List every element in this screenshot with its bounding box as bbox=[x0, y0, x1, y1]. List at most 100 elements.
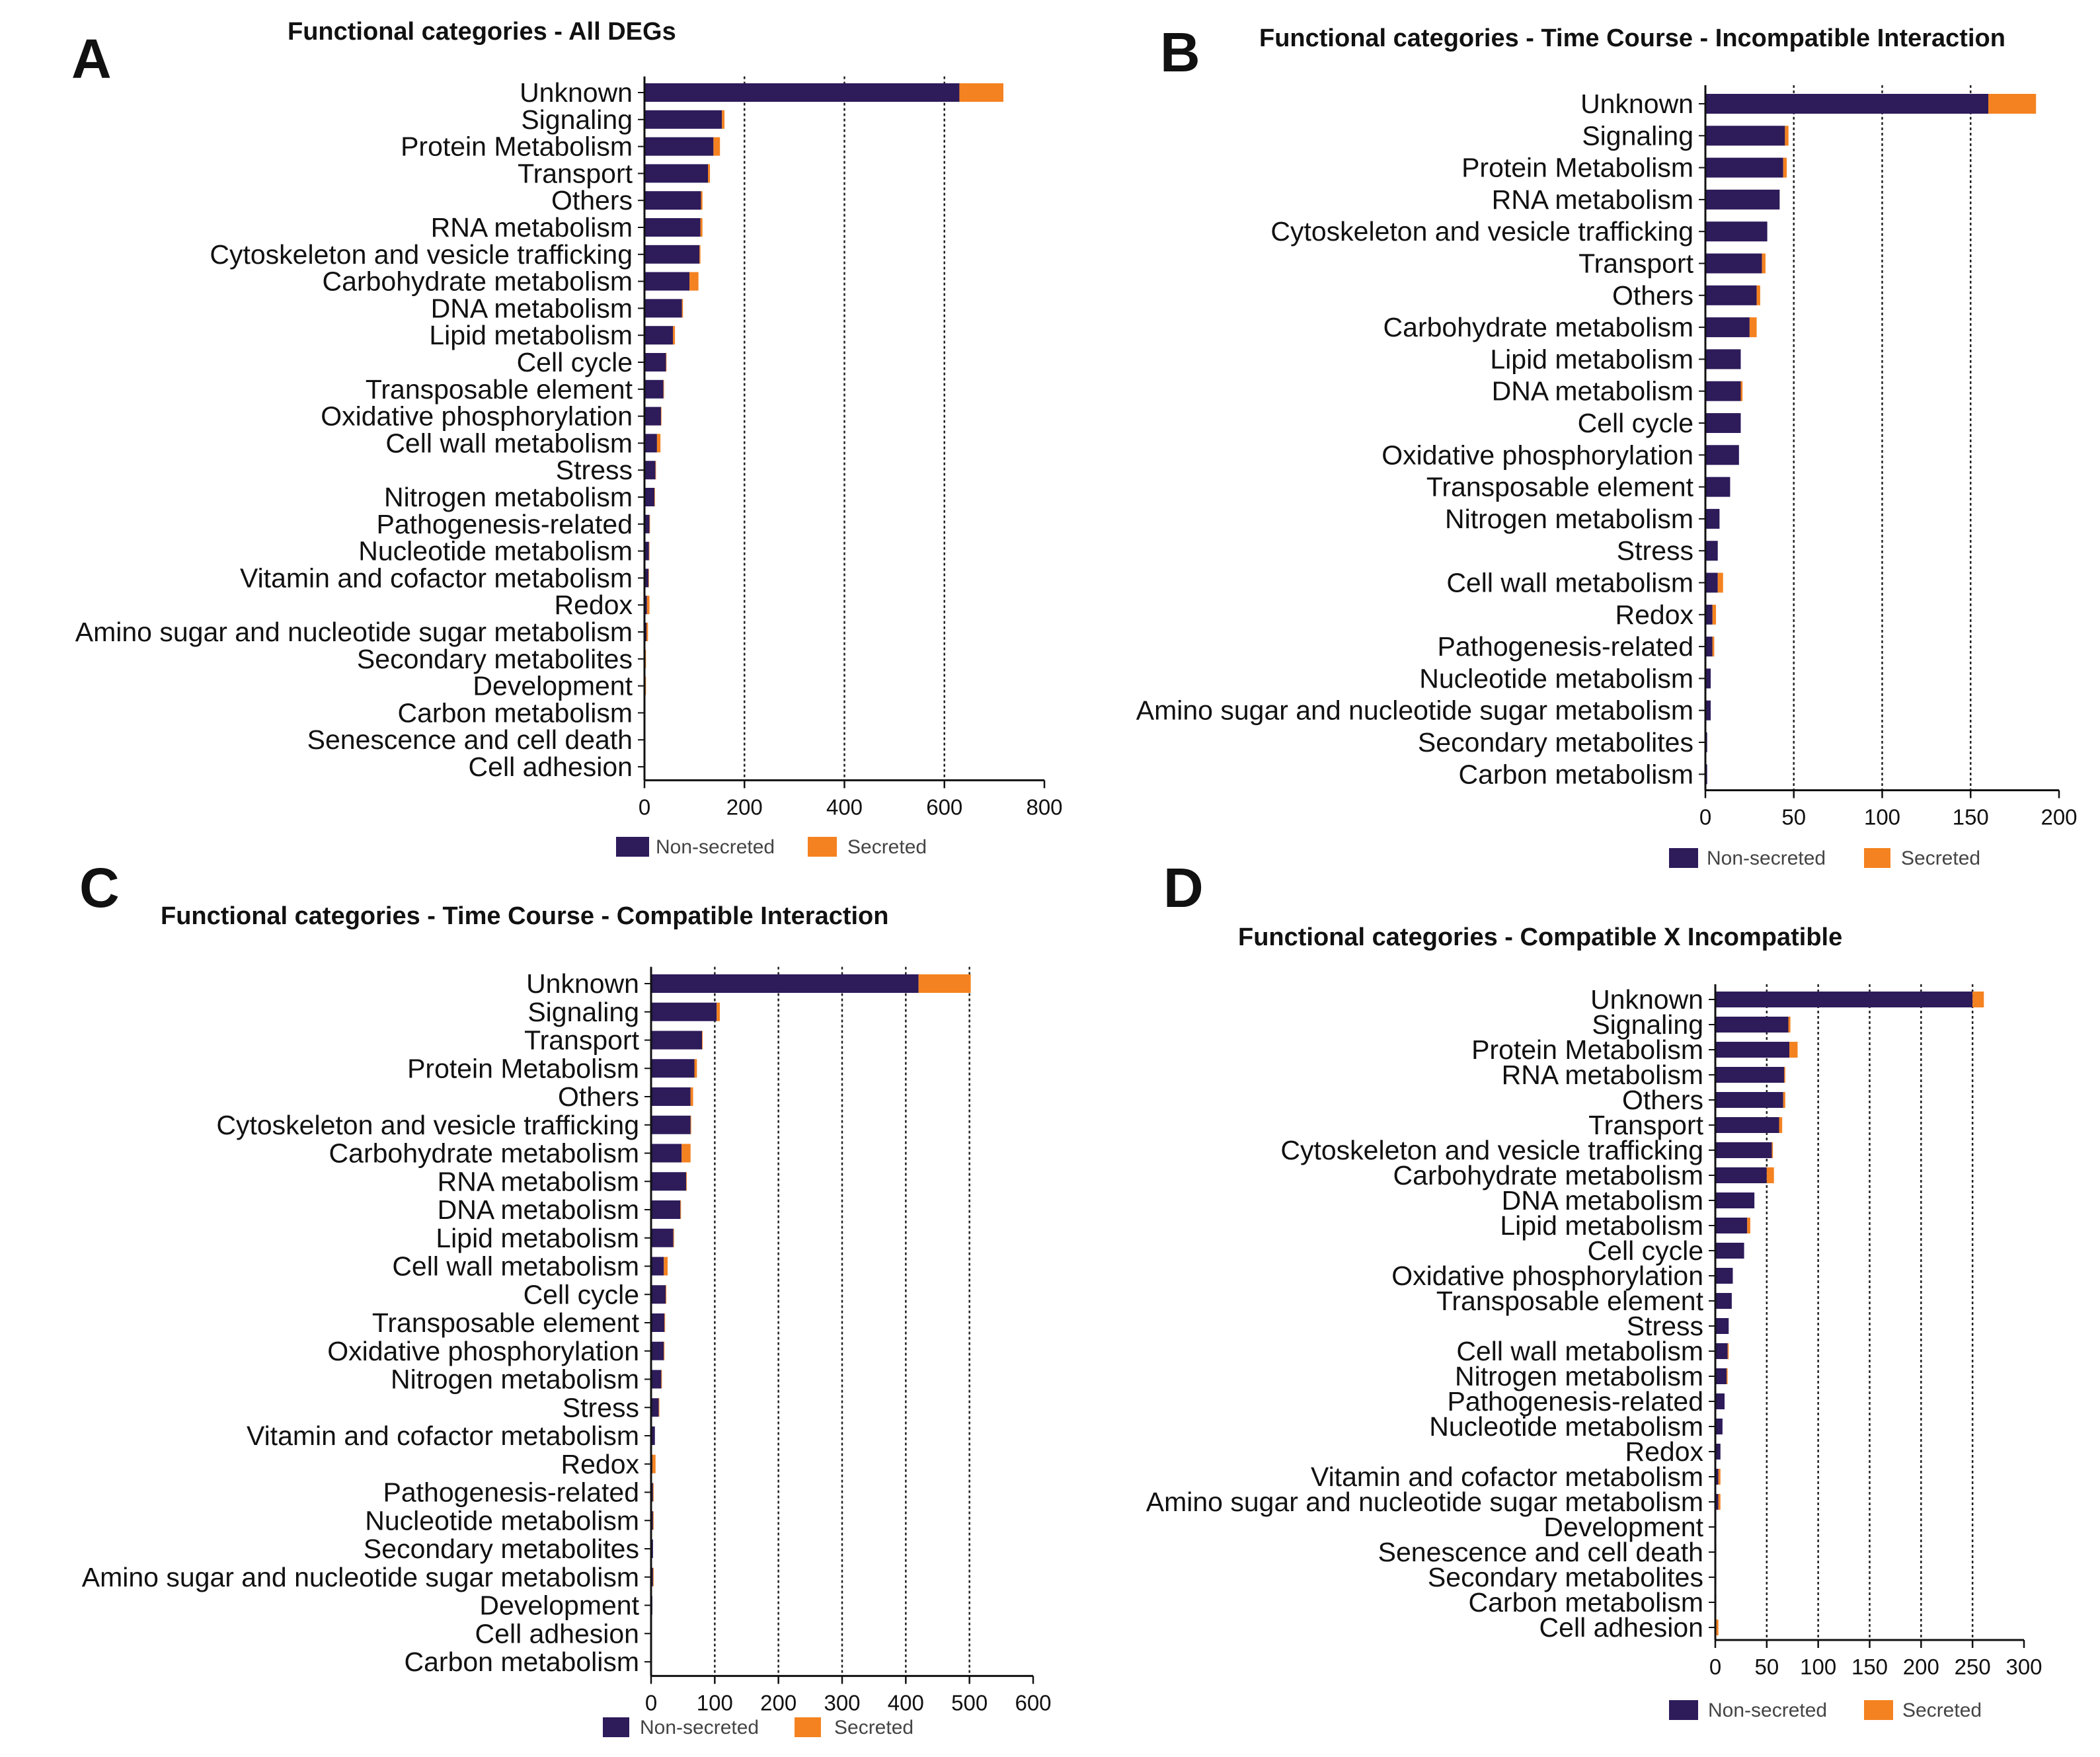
x-tick-label: 150 bbox=[1953, 804, 1989, 829]
category-label: Stress bbox=[556, 455, 633, 485]
bar-non-secreted bbox=[644, 596, 647, 615]
bar-non-secreted bbox=[1715, 1192, 1755, 1208]
bar-non-secreted bbox=[651, 1257, 664, 1276]
category-label: Senescence and cell death bbox=[307, 724, 633, 755]
category-label: Protein Metabolism bbox=[1461, 153, 1693, 183]
x-tick-label: 0 bbox=[1699, 804, 1711, 829]
bar-non-secreted bbox=[1715, 1117, 1779, 1133]
category-label: Others bbox=[1622, 1085, 1703, 1115]
bar-non-secreted bbox=[1705, 508, 1720, 529]
bar-non-secreted bbox=[644, 568, 649, 588]
category-label: Vitamin and cofactor metabolism bbox=[247, 1421, 639, 1451]
category-label: Cytoskeleton and vesicle trafficking bbox=[1280, 1135, 1703, 1165]
panel-c: C Functional categories - Time Course - … bbox=[79, 857, 1052, 1738]
category-label: Lipid metabolism bbox=[429, 320, 633, 350]
category-label: Development bbox=[1543, 1512, 1703, 1542]
x-tick-label: 0 bbox=[639, 795, 650, 819]
category-label: Vitamin and cofactor metabolism bbox=[240, 563, 633, 593]
bar-secreted bbox=[658, 1398, 660, 1417]
legend-label-non-secreted: Non-secreted bbox=[656, 836, 775, 858]
panel-d-title: Functional categories - Compatible X Inc… bbox=[1238, 923, 1842, 951]
x-tick-label: 500 bbox=[951, 1690, 988, 1715]
legend-swatch-secreted bbox=[1864, 1700, 1893, 1720]
category-label: Carbohydrate metabolism bbox=[323, 266, 633, 297]
category-label: Cell cycle bbox=[517, 347, 633, 377]
bar-non-secreted bbox=[651, 1370, 662, 1389]
bar-non-secreted bbox=[1705, 413, 1741, 433]
bar-secreted bbox=[1756, 285, 1760, 305]
category-label: Amino sugar and nucleotide sugar metabol… bbox=[1136, 695, 1693, 726]
category-label: Transposable element bbox=[366, 374, 633, 405]
bar-secreted bbox=[648, 541, 650, 561]
bar-non-secreted bbox=[644, 514, 650, 533]
category-label: Redox bbox=[1625, 1436, 1703, 1467]
category-label: Cell adhesion bbox=[469, 752, 633, 782]
bar-secreted bbox=[1762, 253, 1766, 274]
bar-secreted bbox=[701, 191, 703, 210]
legend-swatch-secreted bbox=[1864, 848, 1890, 868]
category-label: Pathogenesis-related bbox=[377, 509, 633, 539]
category-label: Signaling bbox=[1582, 120, 1693, 151]
bar-non-secreted bbox=[1705, 700, 1711, 721]
bar-non-secreted bbox=[1705, 668, 1711, 689]
bar-non-secreted bbox=[644, 83, 960, 102]
bar-non-secreted bbox=[644, 434, 657, 453]
category-label: Development bbox=[473, 671, 633, 701]
bar-secreted bbox=[1740, 381, 1743, 401]
x-tick-label: 400 bbox=[826, 795, 863, 819]
category-label: Carbon metabolism bbox=[405, 1647, 640, 1677]
bar-secreted bbox=[1788, 1017, 1791, 1033]
bar-secreted bbox=[654, 488, 655, 506]
bar-non-secreted bbox=[651, 1228, 674, 1247]
x-tick-label: 250 bbox=[1955, 1655, 1991, 1679]
panel-d-letter: D bbox=[1163, 857, 1204, 919]
bar-non-secreted bbox=[1715, 1067, 1785, 1083]
bar-non-secreted bbox=[1705, 349, 1741, 370]
bar-non-secreted bbox=[1715, 1293, 1732, 1309]
bar-non-secreted bbox=[1705, 477, 1731, 497]
panel-a-letter: A bbox=[71, 28, 112, 90]
category-label: Cell adhesion bbox=[475, 1618, 639, 1649]
category-label: Pathogenesis-related bbox=[1448, 1386, 1703, 1417]
category-label: Stress bbox=[1627, 1311, 1703, 1341]
category-label: RNA metabolism bbox=[431, 212, 633, 243]
bar-secreted bbox=[1988, 94, 2037, 114]
category-label: Transport bbox=[524, 1025, 640, 1056]
category-label: Cell cycle bbox=[1588, 1235, 1703, 1266]
legend-swatch-non-secreted bbox=[1669, 1700, 1698, 1720]
category-label: Secondary metabolites bbox=[1428, 1562, 1703, 1592]
category-label: Secondary metabolites bbox=[364, 1534, 639, 1564]
bar-secreted bbox=[666, 353, 667, 371]
bar-secreted bbox=[1749, 317, 1757, 338]
category-label: Lipid metabolism bbox=[1490, 344, 1693, 374]
bar-secreted bbox=[1779, 1117, 1783, 1133]
bar-secreted bbox=[1766, 1167, 1774, 1183]
bar-non-secreted bbox=[651, 1200, 681, 1219]
category-label: Cell wall metabolism bbox=[1446, 568, 1693, 598]
bar-non-secreted bbox=[1705, 126, 1785, 146]
bar-secreted bbox=[1712, 637, 1715, 657]
bar-non-secreted bbox=[644, 299, 682, 318]
bar-secreted bbox=[713, 137, 720, 156]
category-label: Others bbox=[551, 185, 633, 215]
bar-secreted bbox=[1789, 1042, 1798, 1058]
panel-a: A Functional categories - All DEGs Unkno… bbox=[71, 18, 1063, 858]
x-tick-label: 200 bbox=[2041, 804, 2077, 829]
category-label: Others bbox=[558, 1081, 639, 1112]
category-label: Secondary metabolites bbox=[1418, 727, 1693, 758]
bar-secreted bbox=[1727, 1368, 1728, 1384]
category-label: Nitrogen metabolism bbox=[1455, 1361, 1703, 1391]
category-label: Redox bbox=[561, 1449, 639, 1479]
category-label: Carbon metabolism bbox=[398, 697, 633, 728]
category-label: Cell cycle bbox=[524, 1279, 639, 1309]
bar-non-secreted bbox=[644, 191, 701, 210]
category-label: Cell cycle bbox=[1578, 408, 1693, 438]
x-tick-label: 300 bbox=[2005, 1655, 2042, 1679]
x-tick-label: 200 bbox=[1903, 1655, 1939, 1679]
bar-secreted bbox=[646, 623, 648, 641]
bar-non-secreted bbox=[1715, 1017, 1789, 1033]
bar-secreted bbox=[702, 1031, 703, 1050]
